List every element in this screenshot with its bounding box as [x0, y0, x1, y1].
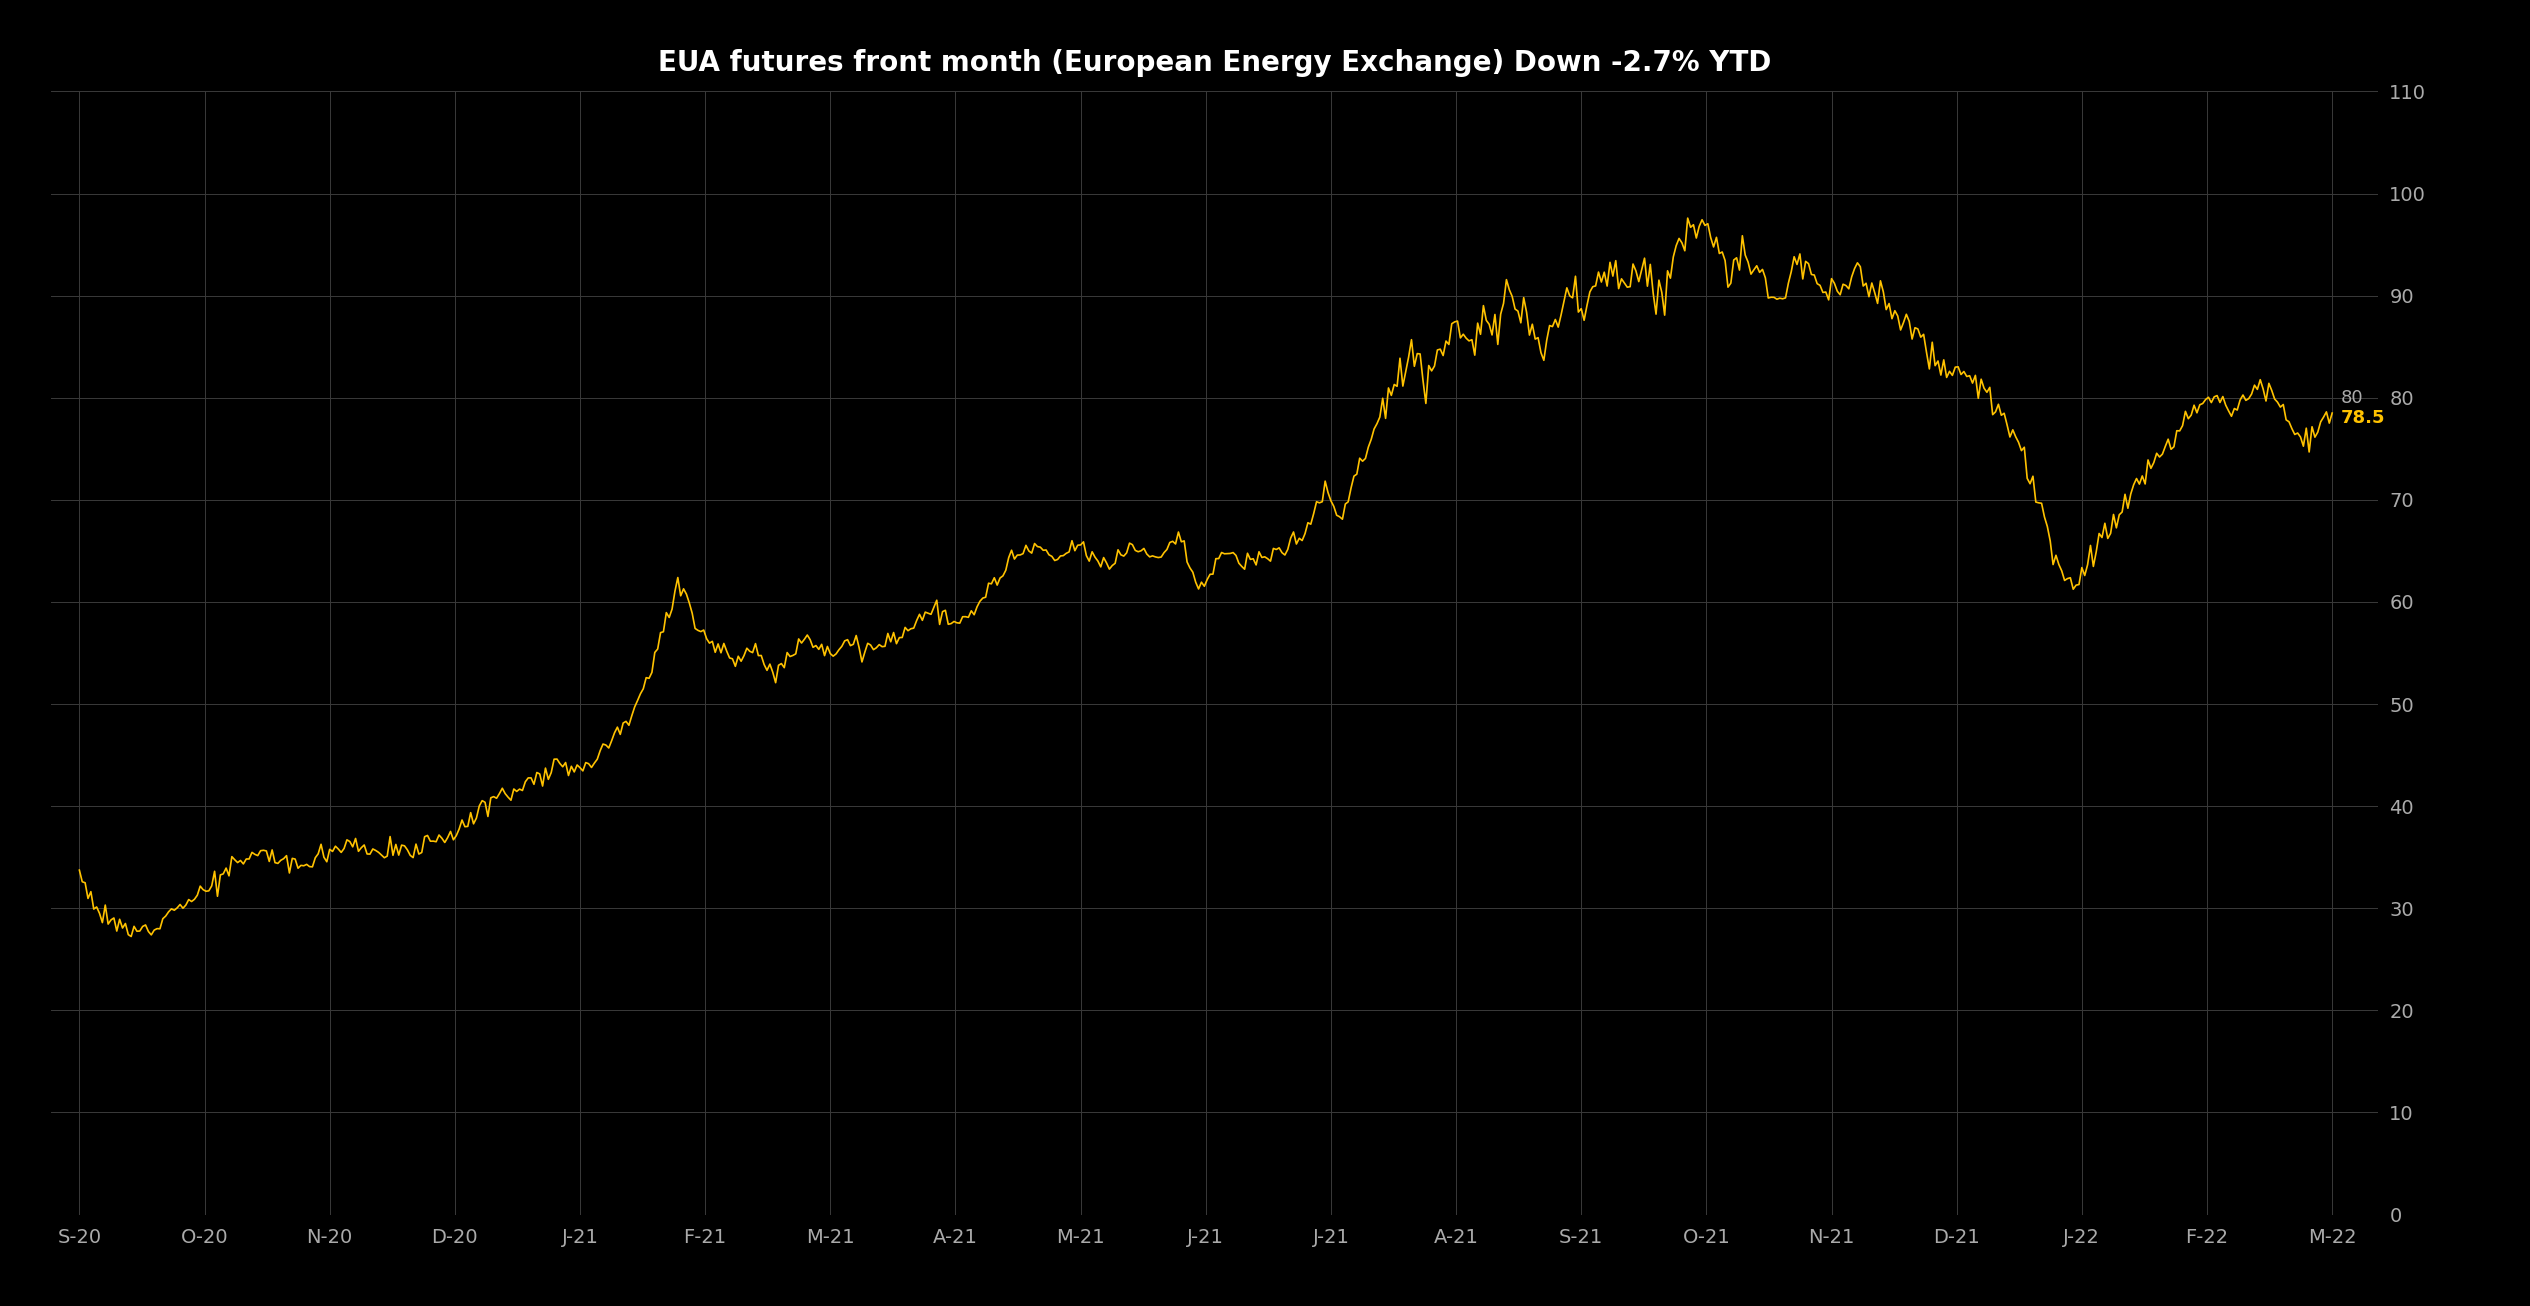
Title: EUA futures front month (European Energy Exchange) Down -2.7% YTD: EUA futures front month (European Energy… — [658, 48, 1771, 77]
Text: 78.5: 78.5 — [2340, 409, 2386, 427]
Text: 80: 80 — [2340, 389, 2363, 406]
